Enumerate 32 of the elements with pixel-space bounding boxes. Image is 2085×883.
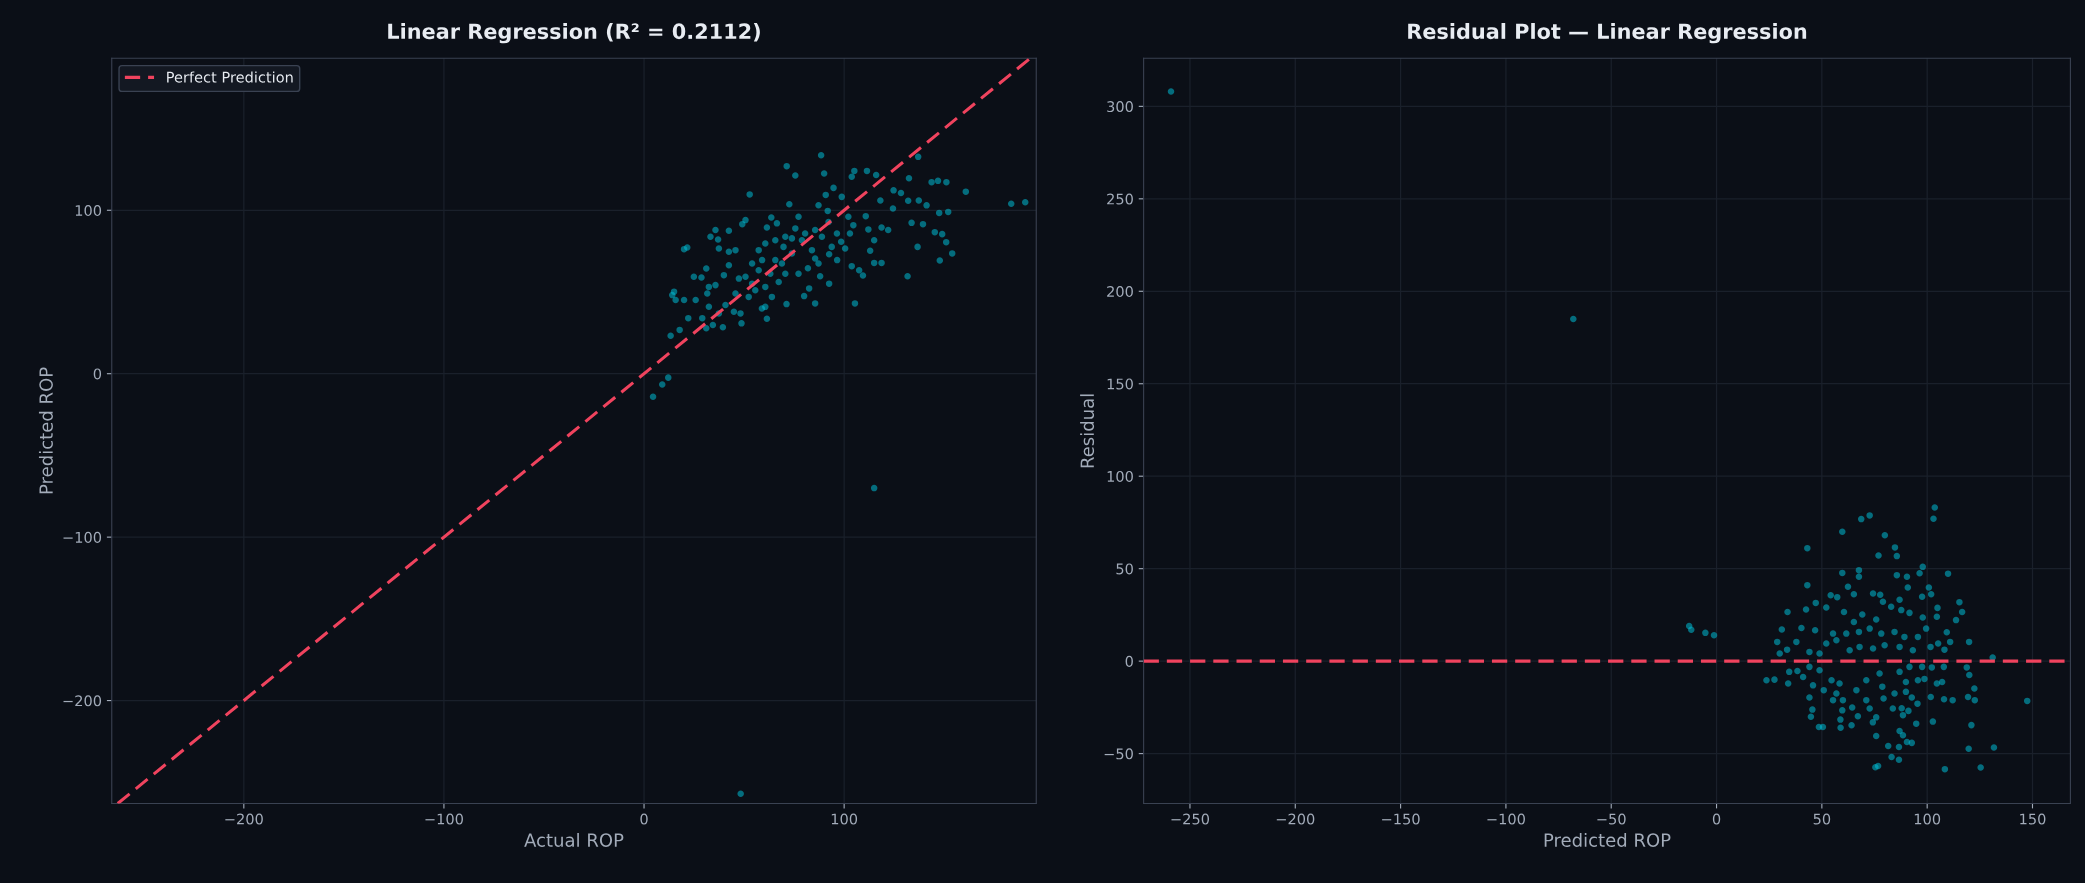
y-axis-title: Predicted ROP (38, 367, 53, 494)
x-tick-label: −250 (1171, 813, 1210, 825)
x-tick-label: −50 (1597, 813, 1626, 825)
x-axis-title: Predicted ROP (1544, 832, 1671, 847)
y-tick-label: 50 (1116, 563, 1133, 575)
x-tick-label: 0 (1712, 813, 1721, 825)
y-tick-label: 100 (75, 204, 102, 217)
y-tick-label: 0 (93, 368, 102, 380)
legend-label: Perfect Prediction (167, 71, 293, 83)
x-tick-label: −200 (1276, 813, 1315, 825)
x-tick-label: 150 (2020, 813, 2046, 825)
y-tick-label: 200 (1107, 286, 1133, 298)
x-tick-label: −150 (1382, 813, 1420, 825)
x-axis-title: Actual ROP (524, 832, 624, 847)
x-tick-label: −200 (225, 813, 263, 825)
x-tick-label: 0 (640, 813, 648, 825)
y-tick-label: −200 (63, 695, 102, 707)
chart-title: Residual Plot — Linear Regression (1408, 23, 1807, 44)
y-axis-title: Residual (1080, 394, 1095, 468)
x-tick-label: −100 (1487, 813, 1525, 825)
y-tick-label: 0 (1125, 655, 1133, 667)
x-tick-label: −100 (425, 813, 463, 825)
y-tick-label: 150 (1107, 378, 1133, 390)
x-tick-label: 50 (1813, 813, 1831, 825)
y-tick-label: −50 (1104, 748, 1133, 760)
x-tick-label: 100 (1914, 813, 1941, 825)
x-tick-label: 100 (831, 813, 858, 825)
y-tick-label: −100 (63, 531, 102, 543)
y-tick-label: 100 (1107, 470, 1133, 482)
y-tick-label: 300 (1107, 101, 1133, 113)
chart-title: Linear Regression (R² = 0.2112) (388, 23, 760, 44)
y-tick-label: 250 (1107, 193, 1133, 205)
